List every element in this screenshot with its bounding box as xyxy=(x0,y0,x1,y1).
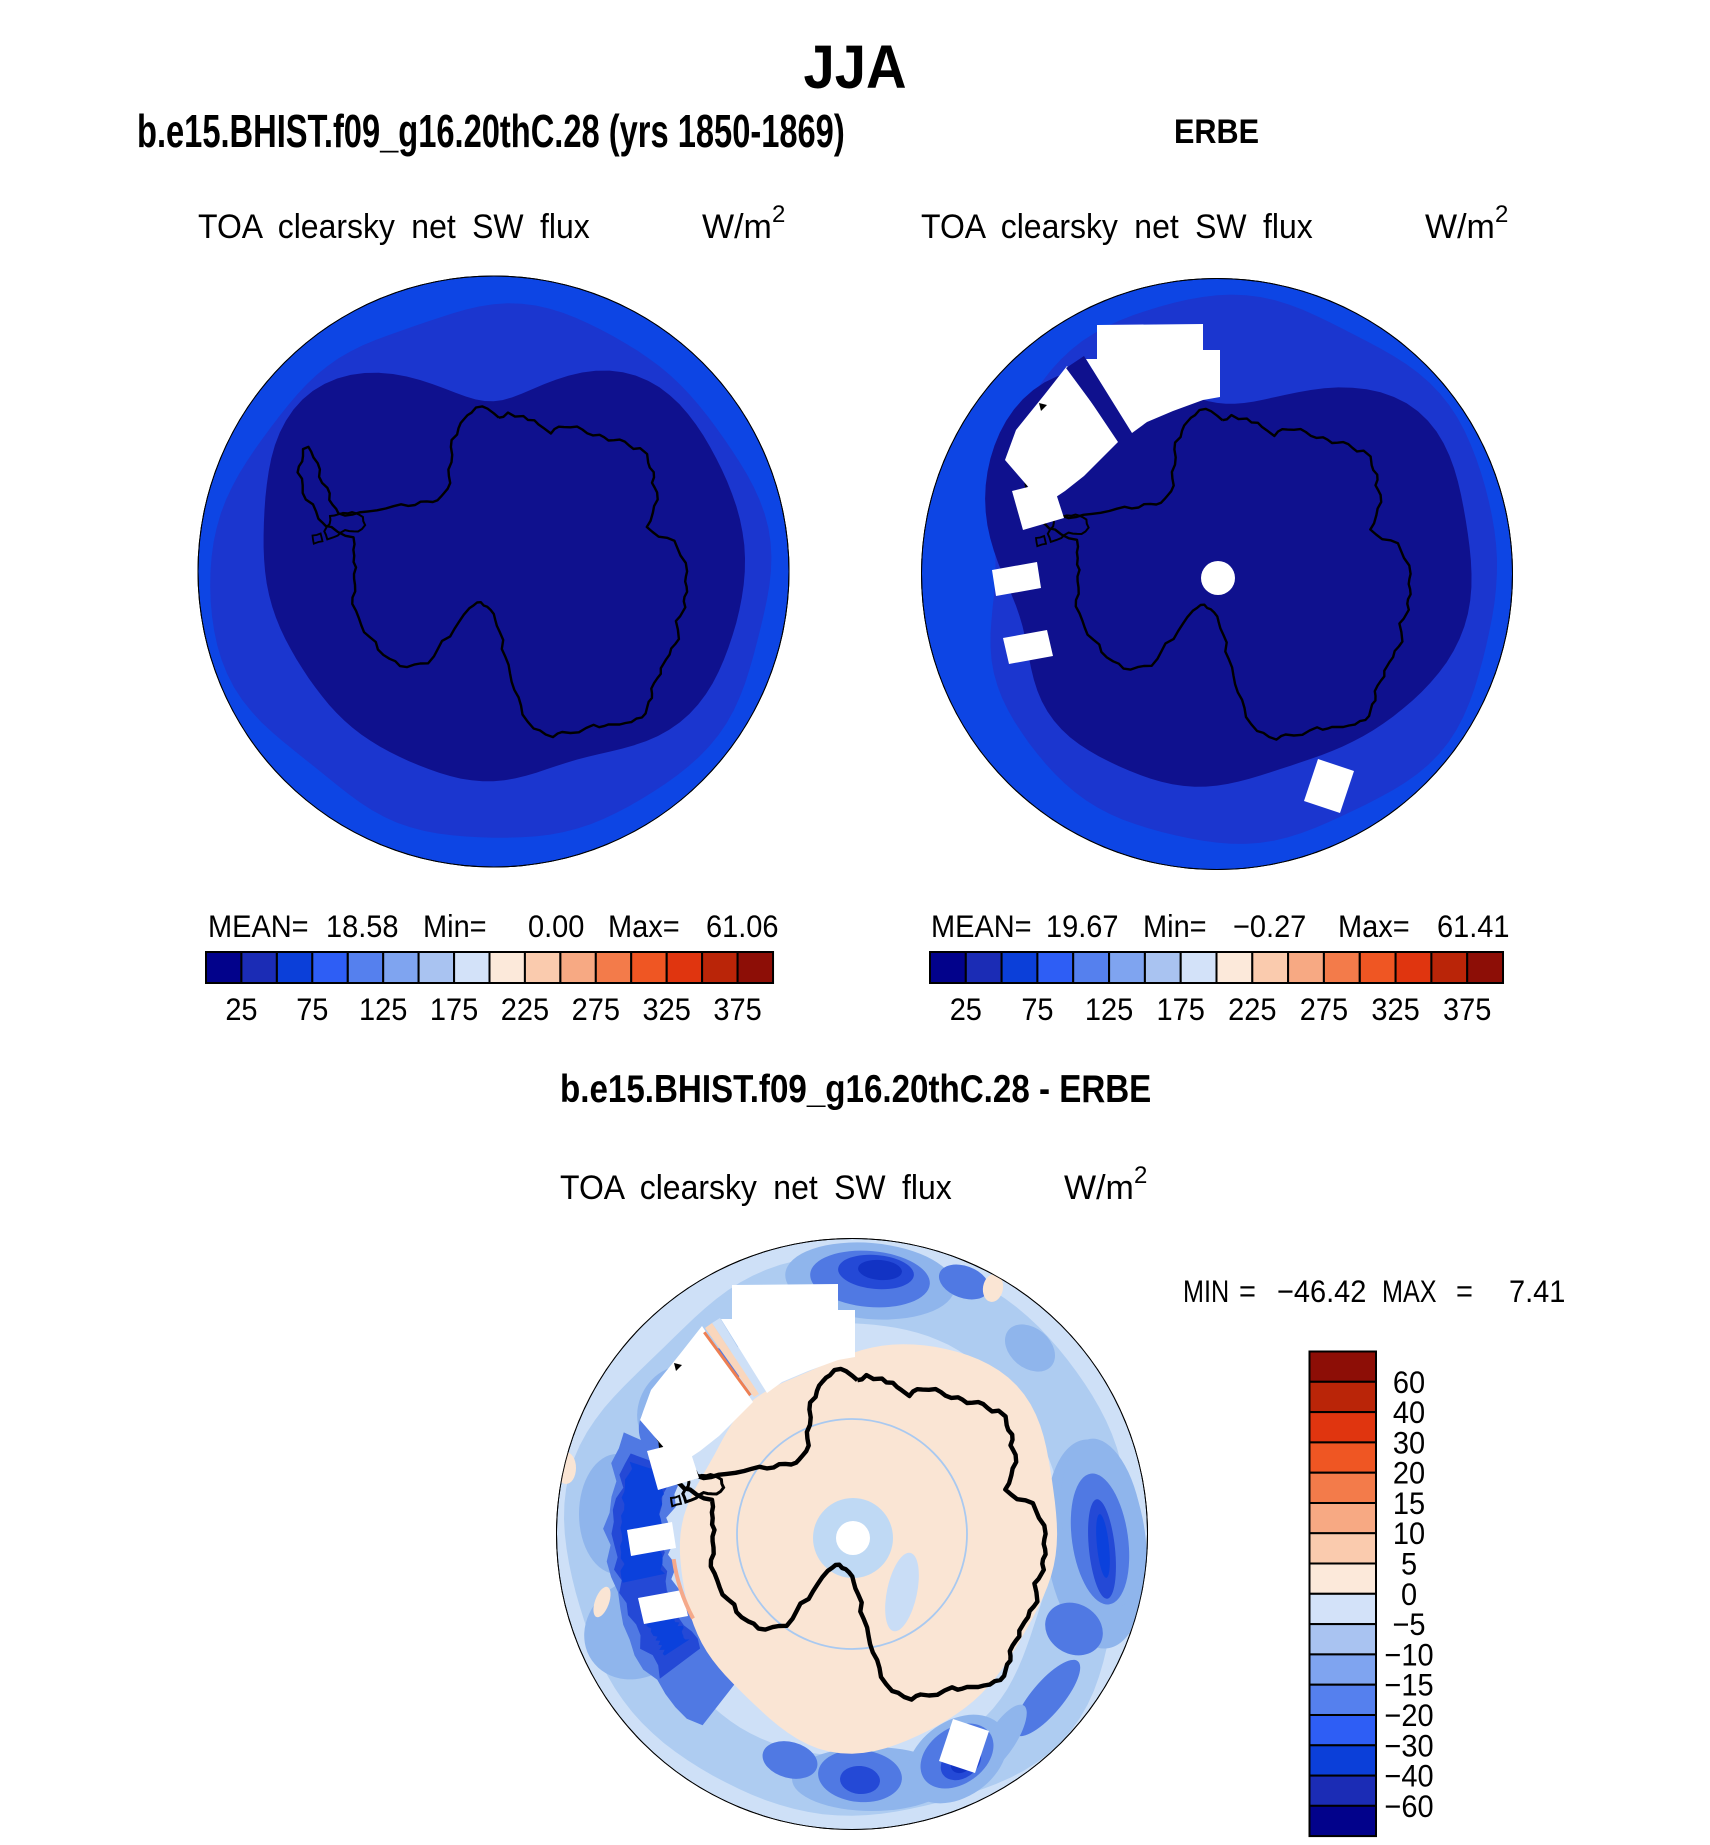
svg-text:25: 25 xyxy=(950,993,982,1027)
svg-text:−10: −10 xyxy=(1384,1638,1433,1672)
svg-text:375: 375 xyxy=(713,993,761,1027)
svg-text:61.41: 61.41 xyxy=(1437,910,1509,944)
svg-text:−15: −15 xyxy=(1384,1669,1433,1703)
svg-text:TOA clearsky net SW flux: TOA clearsky net SW flux xyxy=(198,207,590,245)
svg-text:−5: −5 xyxy=(1392,1608,1425,1642)
svg-text:−60: −60 xyxy=(1384,1790,1433,1824)
svg-text:−46.42: −46.42 xyxy=(1277,1275,1366,1309)
svg-text:Max=: Max= xyxy=(608,910,680,944)
svg-text:75: 75 xyxy=(1021,993,1053,1027)
svg-text:MEAN=: MEAN= xyxy=(931,910,1032,944)
svg-text:=: = xyxy=(1456,1275,1473,1309)
svg-text:5: 5 xyxy=(1401,1547,1417,1581)
svg-text:225: 225 xyxy=(1228,993,1276,1027)
svg-text:MIN: MIN xyxy=(1183,1274,1229,1309)
svg-text:10: 10 xyxy=(1393,1517,1425,1551)
svg-text:MAX: MAX xyxy=(1382,1274,1437,1309)
svg-text:61.06: 61.06 xyxy=(706,910,778,944)
svg-text:125: 125 xyxy=(359,993,407,1027)
svg-text:=: = xyxy=(1239,1275,1256,1309)
svg-text:W/m: W/m xyxy=(1425,208,1495,246)
svg-text:175: 175 xyxy=(1157,993,1205,1027)
svg-text:MEAN=: MEAN= xyxy=(208,910,309,944)
svg-text:b.e15.BHIST.f09_g16.20thC.28 -: b.e15.BHIST.f09_g16.20thC.28 - ERBE xyxy=(560,1066,1151,1110)
svg-text:125: 125 xyxy=(1085,993,1133,1027)
svg-text:b.e15.BHIST.f09_g16.20thC.28 (: b.e15.BHIST.f09_g16.20thC.28 (yrs 1850-1… xyxy=(137,107,845,158)
svg-text:275: 275 xyxy=(572,993,620,1027)
svg-text:−30: −30 xyxy=(1384,1729,1433,1763)
svg-text:JJA: JJA xyxy=(804,34,907,102)
svg-text:2: 2 xyxy=(1134,1162,1147,1189)
svg-text:7.41: 7.41 xyxy=(1509,1275,1565,1309)
svg-text:20: 20 xyxy=(1393,1457,1425,1491)
svg-text:Min=: Min= xyxy=(1143,910,1207,944)
svg-text:−20: −20 xyxy=(1384,1699,1433,1733)
svg-text:TOA clearsky net SW flux: TOA clearsky net SW flux xyxy=(560,1168,952,1206)
svg-text:2: 2 xyxy=(1495,201,1508,228)
svg-text:W/m: W/m xyxy=(1064,1169,1134,1207)
svg-text:Max=: Max= xyxy=(1338,910,1410,944)
svg-text:25: 25 xyxy=(225,993,257,1027)
svg-text:−0.27: −0.27 xyxy=(1233,910,1306,944)
svg-text:TOA clearsky net SW flux: TOA clearsky net SW flux xyxy=(921,207,1313,245)
svg-text:375: 375 xyxy=(1443,993,1491,1027)
svg-text:75: 75 xyxy=(296,993,328,1027)
svg-text:Min=: Min= xyxy=(423,910,487,944)
svg-text:0.00: 0.00 xyxy=(528,910,584,944)
svg-text:275: 275 xyxy=(1300,993,1348,1027)
svg-text:40: 40 xyxy=(1393,1396,1425,1430)
svg-text:175: 175 xyxy=(430,993,478,1027)
svg-text:0: 0 xyxy=(1401,1578,1417,1612)
svg-text:−40: −40 xyxy=(1384,1760,1433,1794)
svg-text:15: 15 xyxy=(1393,1487,1425,1521)
svg-text:2: 2 xyxy=(772,201,785,228)
svg-text:W/m: W/m xyxy=(702,208,772,246)
svg-text:325: 325 xyxy=(643,993,691,1027)
svg-text:60: 60 xyxy=(1393,1366,1425,1400)
svg-text:30: 30 xyxy=(1393,1426,1425,1460)
svg-text:225: 225 xyxy=(501,993,549,1027)
svg-text:19.67: 19.67 xyxy=(1046,910,1118,944)
svg-text:18.58: 18.58 xyxy=(326,910,398,944)
svg-text:ERBE: ERBE xyxy=(1174,113,1259,151)
svg-text:325: 325 xyxy=(1371,993,1419,1027)
